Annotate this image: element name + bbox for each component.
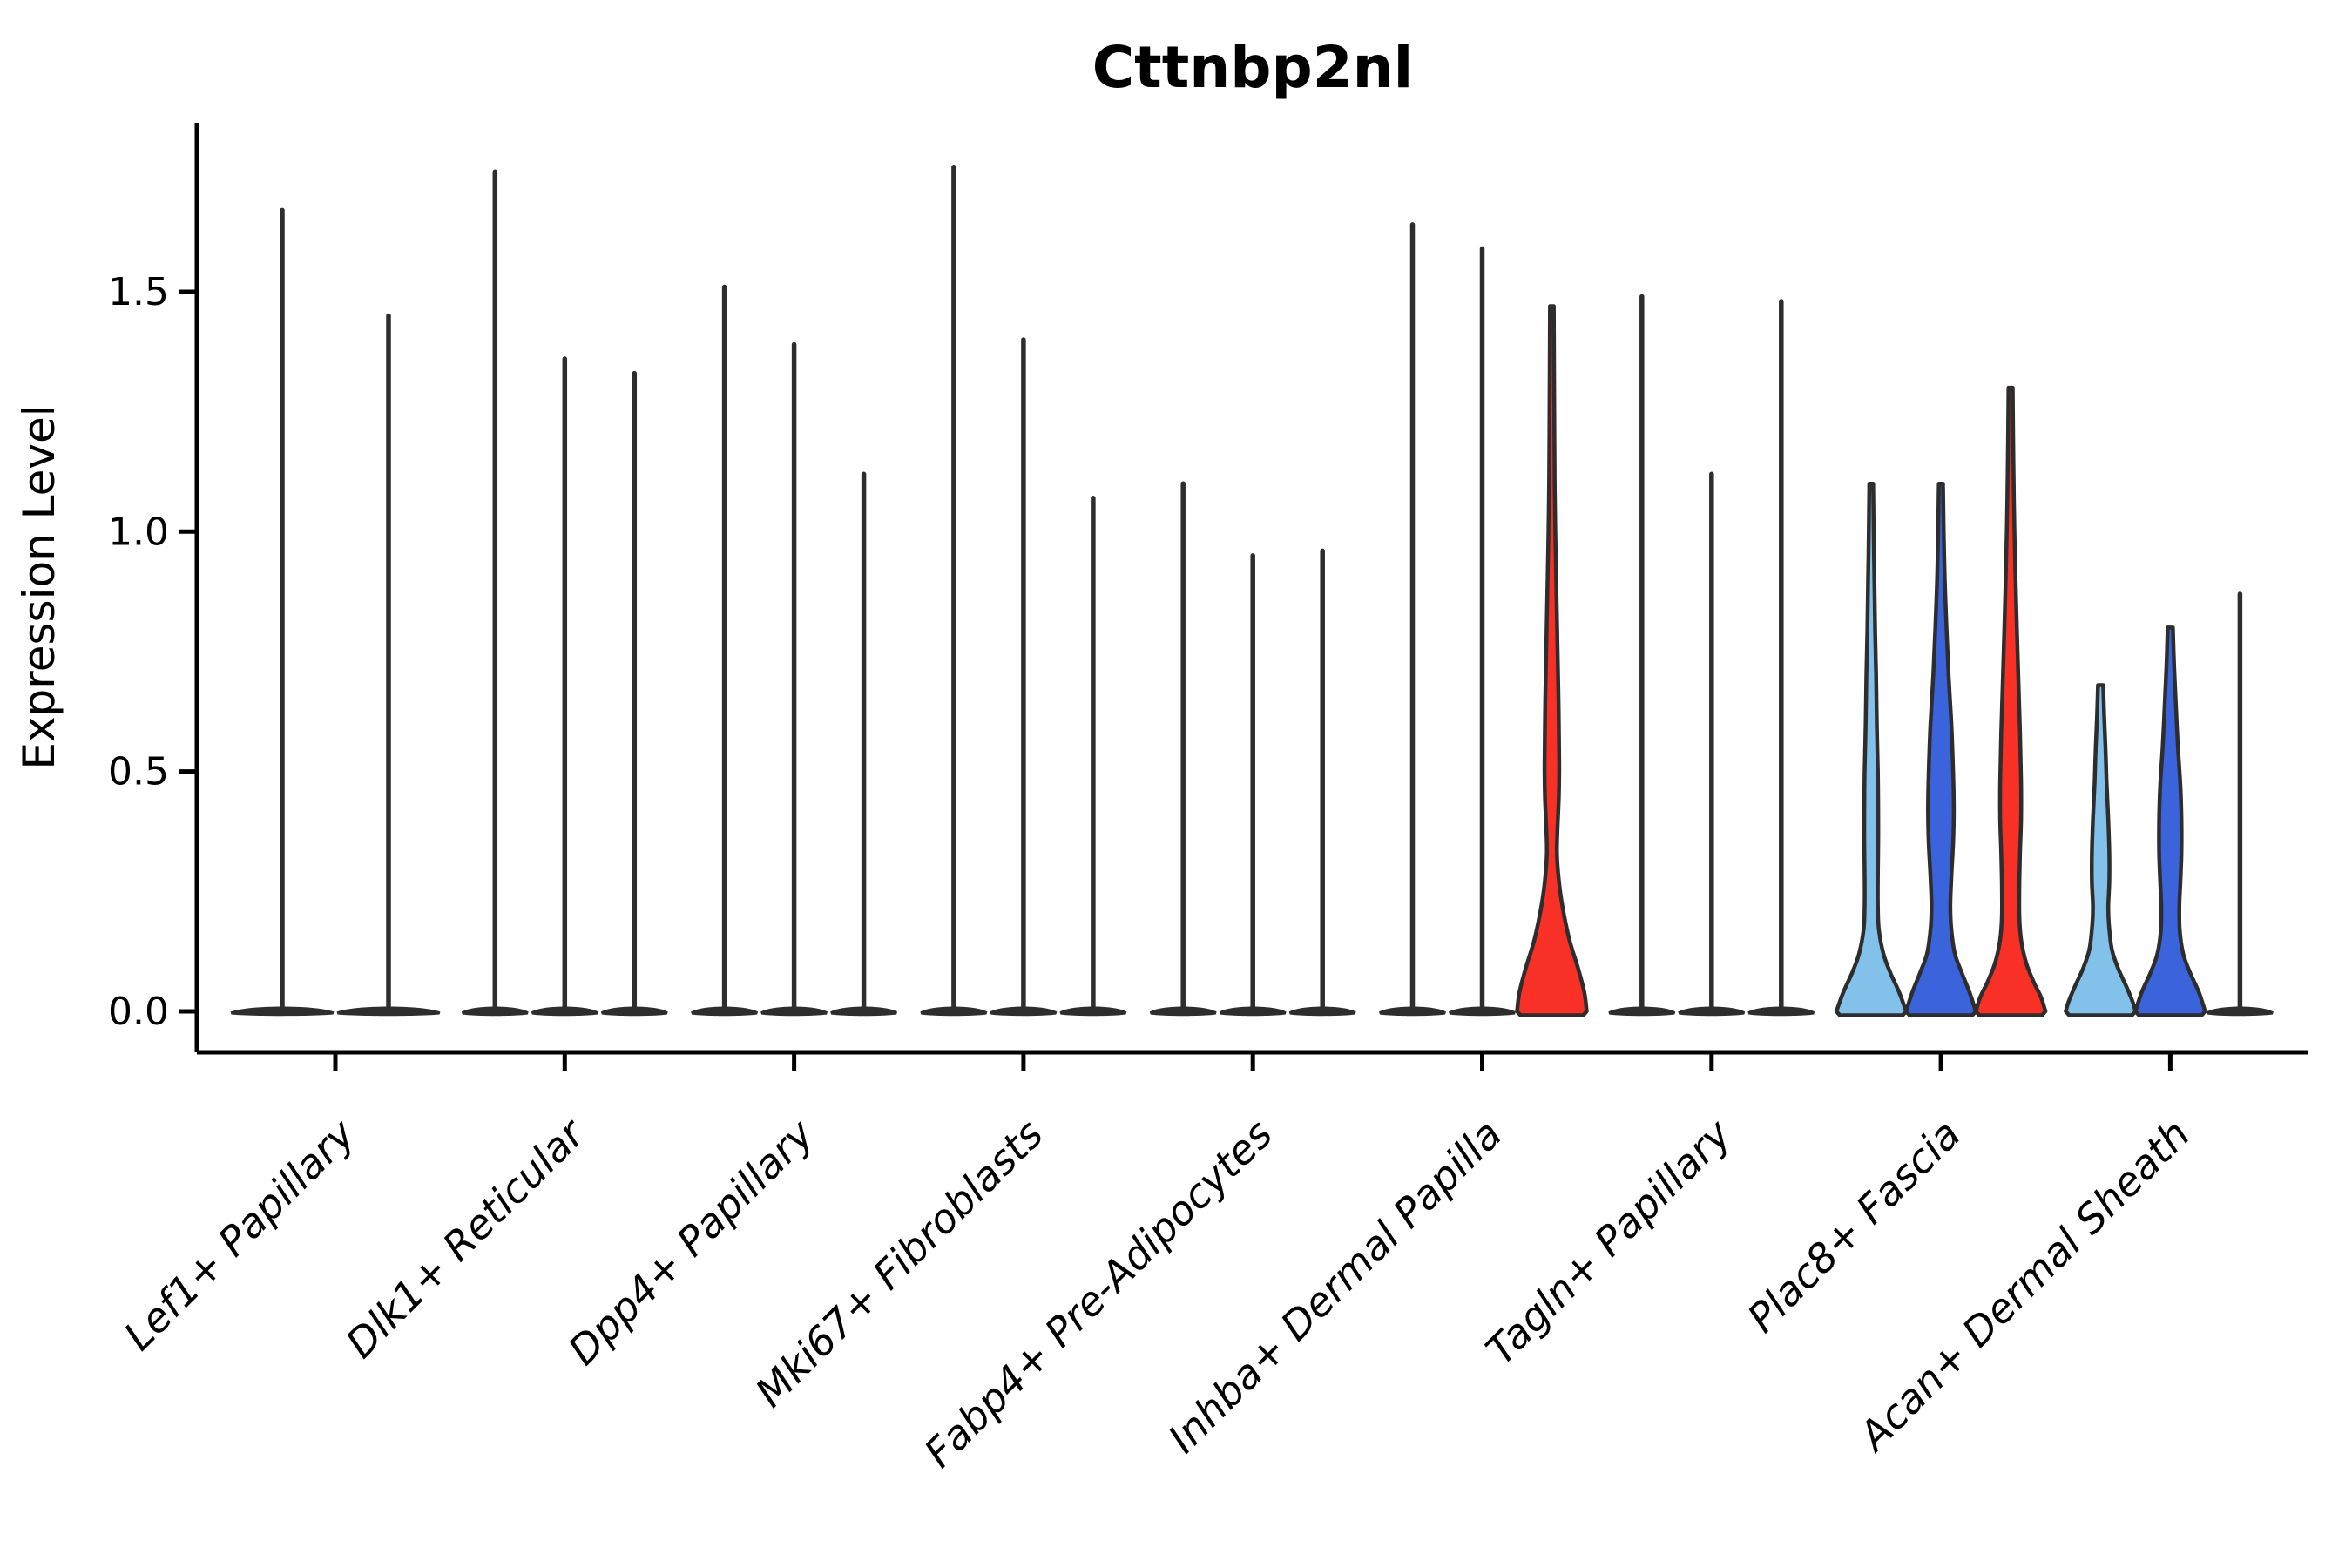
y-tick-label: 1.5 bbox=[108, 270, 169, 314]
violin-filled bbox=[1903, 481, 1978, 1017]
violin-filled bbox=[2133, 625, 2207, 1017]
violin-base-plate bbox=[1678, 1006, 1746, 1017]
violin-base-plate bbox=[1608, 1006, 1676, 1017]
violin-base-plate bbox=[1449, 1006, 1516, 1017]
violin-base-plate bbox=[461, 1006, 529, 1017]
y-tick-label: 0.5 bbox=[108, 750, 169, 794]
violin-filled bbox=[2064, 683, 2138, 1017]
y-axis-label: Expression Level bbox=[14, 404, 64, 769]
violin-filled bbox=[1515, 304, 1589, 1017]
violin-base-plate bbox=[920, 1006, 988, 1017]
violin-base-plate bbox=[531, 1006, 598, 1017]
violin-base-plate bbox=[1747, 1006, 1815, 1017]
x-tick-label: Tagln+ Papillary bbox=[1477, 1110, 1740, 1374]
violin-base-plate bbox=[1288, 1006, 1356, 1017]
x-tick-label: Lef1+ Papillary bbox=[115, 1110, 364, 1359]
violin-base-plate bbox=[1149, 1006, 1217, 1017]
violin-base-plate bbox=[336, 1006, 441, 1017]
violin-base-plate bbox=[1219, 1006, 1287, 1017]
violin-filled bbox=[1973, 385, 2048, 1017]
violin-base-plate bbox=[990, 1006, 1058, 1017]
violin-base-plate bbox=[1059, 1006, 1127, 1017]
y-tick-label: 1.0 bbox=[108, 510, 169, 554]
violin-base-plate bbox=[230, 1006, 335, 1017]
violin-base-plate bbox=[691, 1006, 759, 1017]
x-tick-label: Dpp4+ Papillary bbox=[559, 1110, 823, 1374]
violin-base-plate bbox=[760, 1006, 828, 1017]
violin-base-plate bbox=[600, 1006, 668, 1017]
violin-base-plate bbox=[830, 1006, 898, 1017]
violin-base-plate bbox=[1379, 1006, 1446, 1017]
x-tick-label: Dlk1+ Reticular bbox=[336, 1108, 595, 1367]
violin-base-plate bbox=[2206, 1006, 2274, 1017]
chart-title: Cttnbp2nl bbox=[1092, 34, 1414, 101]
y-tick-label: 0.0 bbox=[108, 990, 169, 1034]
violin-filled bbox=[1834, 481, 1909, 1017]
x-tick-label: Plac8+ Fascia bbox=[1738, 1111, 1969, 1342]
